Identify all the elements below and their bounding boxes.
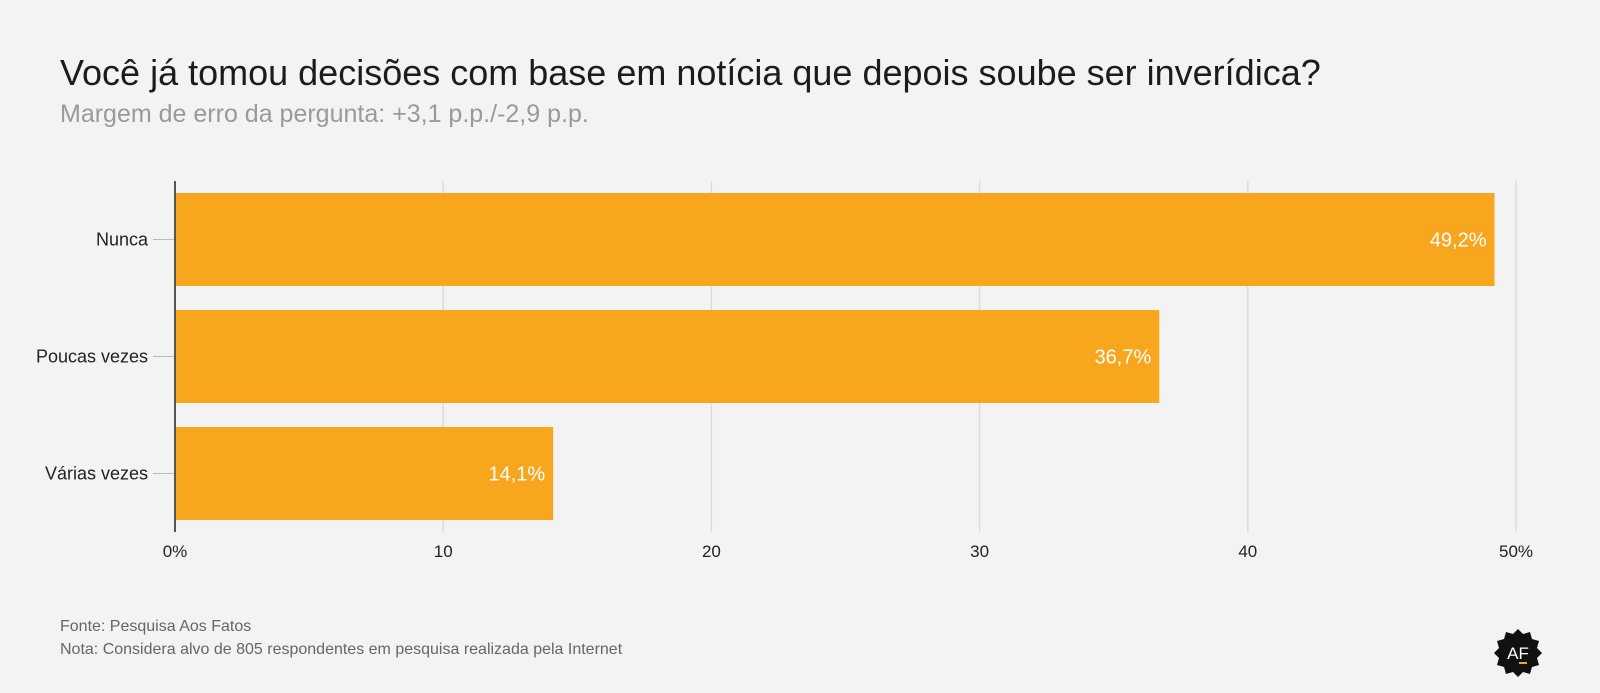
- x-tick-label: 40: [1238, 542, 1257, 561]
- bar: [175, 193, 1495, 286]
- chart-title: Você já tomou decisões com base em notíc…: [60, 52, 1321, 93]
- x-tick-label: 30: [970, 542, 989, 561]
- category-label: Várias vezes: [45, 464, 148, 484]
- aos-fatos-logo-icon: AF: [1494, 629, 1542, 677]
- x-tick-label: 20: [702, 542, 721, 561]
- svg-text:AF: AF: [1507, 644, 1529, 663]
- x-tick-label: 0%: [163, 542, 188, 561]
- category-label: Nunca: [96, 230, 149, 250]
- chart-subtitle: Margem de erro da pergunta: +3,1 p.p./-2…: [60, 100, 589, 128]
- methodology-note: Nota: Considera alvo de 805 respondentes…: [60, 641, 623, 658]
- x-tick-label: 50%: [1499, 542, 1533, 561]
- x-tick-label: 10: [434, 542, 453, 561]
- bar: [175, 310, 1160, 403]
- bar: [175, 427, 554, 520]
- data-label: 14,1%: [488, 464, 545, 486]
- source-note: Fonte: Pesquisa Aos Fatos: [60, 618, 252, 635]
- data-label: 36,7%: [1095, 347, 1152, 369]
- data-label: 49,2%: [1430, 230, 1487, 252]
- category-label: Poucas vezes: [36, 347, 148, 367]
